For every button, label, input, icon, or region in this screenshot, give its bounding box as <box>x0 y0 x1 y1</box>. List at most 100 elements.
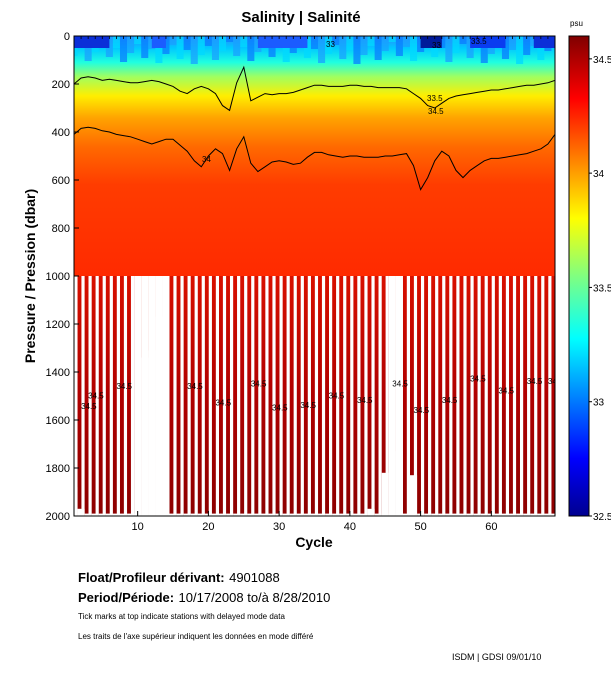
y-axis-label: Pressure / Pression (dbar) <box>22 189 38 363</box>
column-gap <box>442 276 446 516</box>
surface-cell <box>197 36 205 55</box>
surface-cell <box>211 36 220 60</box>
below-profile-gap <box>523 513 531 516</box>
deep-contour-label: 34.5 <box>414 406 430 415</box>
surface-cell <box>516 36 524 64</box>
below-profile-gap <box>197 513 205 516</box>
column-gap <box>329 276 333 516</box>
surface-cell <box>127 36 135 53</box>
missing-profile-gap <box>148 276 156 516</box>
column-gap <box>519 276 524 516</box>
surface-cell <box>346 36 354 50</box>
column-gap <box>208 276 212 516</box>
below-profile-gap <box>310 513 319 516</box>
footer-credit: ISDM | GDSI 09/01/10 <box>452 652 542 662</box>
surface-cell <box>459 36 467 44</box>
below-profile-gap <box>325 513 333 516</box>
below-profile-gap <box>254 513 262 516</box>
column-gap <box>81 276 85 516</box>
below-profile-gap <box>240 513 248 516</box>
data-gaps <box>74 276 555 516</box>
column-gap <box>201 276 205 516</box>
surface-cell <box>409 36 418 61</box>
below-profile-gap <box>332 513 340 516</box>
x-axis: 10 20 30 40 50 60 <box>132 511 497 533</box>
deep-contour-label: 34.5 <box>81 402 97 411</box>
below-profile-gap <box>233 513 241 516</box>
surface-cell <box>480 36 488 63</box>
surface-cell <box>381 36 389 51</box>
below-profile-gap <box>77 508 85 516</box>
below-profile-gap <box>247 513 255 516</box>
surface-cell <box>233 36 241 56</box>
below-profile-gap <box>219 513 227 516</box>
delayed-mode-ticks <box>73 36 556 39</box>
below-profile-gap <box>303 513 311 516</box>
below-profile-gap <box>268 513 276 516</box>
colorbar-tick-label: 34.5 <box>593 55 611 66</box>
x-tick-label: 50 <box>414 521 426 533</box>
deep-contour-label: 34.5 <box>251 379 267 388</box>
surface-cell <box>240 36 248 47</box>
surface-cell <box>395 36 403 56</box>
column-gap <box>413 276 418 516</box>
column-gap <box>364 276 368 516</box>
column-gap <box>463 276 467 516</box>
column-gap <box>321 276 326 516</box>
float-label: Float/Profileur dérivant: <box>78 570 225 585</box>
column-gap <box>194 276 198 516</box>
surface-cell <box>112 36 120 48</box>
y-axis: 0 200 400 600 800 1000 1200 1400 1600 1800 2000 <box>46 31 79 523</box>
column-gap <box>237 276 241 516</box>
below-profile-gap <box>466 513 474 516</box>
period-value: 10/17/2008 to/à 8/28/2010 <box>178 590 331 605</box>
missing-profile-gap <box>395 276 403 516</box>
contour-label-33-5b: 33.5 <box>471 37 487 46</box>
y-tick-label: 1600 <box>46 415 70 427</box>
surface-cell <box>523 36 531 55</box>
x-tick-label: 60 <box>485 521 497 533</box>
surface-cell <box>360 36 368 55</box>
column-gap <box>541 276 545 516</box>
column-gap <box>371 276 375 516</box>
contour-labels: 33 33 34.5 34 33.5 33.5 <box>202 37 487 164</box>
y-tick-label: 600 <box>52 175 70 187</box>
below-profile-gap <box>98 513 106 516</box>
column-gap <box>498 276 502 516</box>
deep-contour-label: 34.5 <box>187 382 203 391</box>
column-gap <box>279 276 283 516</box>
below-profile-gap <box>318 513 326 516</box>
below-profile-gap <box>127 513 135 516</box>
colorbar-tick-label: 32.5 <box>593 512 611 523</box>
fresh-surface-patch <box>257 36 308 48</box>
column-gap <box>251 276 255 516</box>
column-gap <box>265 276 269 516</box>
colorbar-tick-label: 33.5 <box>593 283 611 294</box>
surface-cell <box>417 36 425 52</box>
float-value: 4901088 <box>229 570 280 585</box>
deep-contour-label: 34.5 <box>300 401 316 410</box>
surface-cell <box>325 36 333 54</box>
colorbar: psu 34.5 34 33.5 33 32.5 <box>568 19 611 523</box>
column-gap <box>109 276 113 516</box>
x-tick-label: 20 <box>202 521 214 533</box>
surface-cell <box>339 36 347 59</box>
chart-title: Salinity | Salinité <box>241 9 360 26</box>
note-english: Tick marks at top indicate stations with… <box>78 612 285 621</box>
below-profile-gap <box>261 513 269 516</box>
column-gap <box>95 276 99 516</box>
surface-cell <box>141 36 149 58</box>
column-gap <box>123 276 128 516</box>
surface-cell <box>204 36 212 46</box>
period-label: Period/Période: <box>78 590 175 605</box>
contour-label-33-5a: 33.5 <box>427 94 443 103</box>
deep-contour-label: 34.5 <box>329 391 345 400</box>
column-gap <box>527 276 531 516</box>
column-gap <box>88 276 92 516</box>
column-gap <box>244 276 248 516</box>
surface-cell <box>332 36 340 45</box>
y-tick-label: 0 <box>64 31 70 43</box>
colorbar-ticks: 34.5 34 33.5 33 32.5 <box>589 55 611 523</box>
missing-profile-gap <box>388 276 396 516</box>
deep-contour-labels: 34.5 34.5 34.5 34.5 34.5 34.5 34.5 34.5 34.5 34.5… <box>81 375 555 415</box>
